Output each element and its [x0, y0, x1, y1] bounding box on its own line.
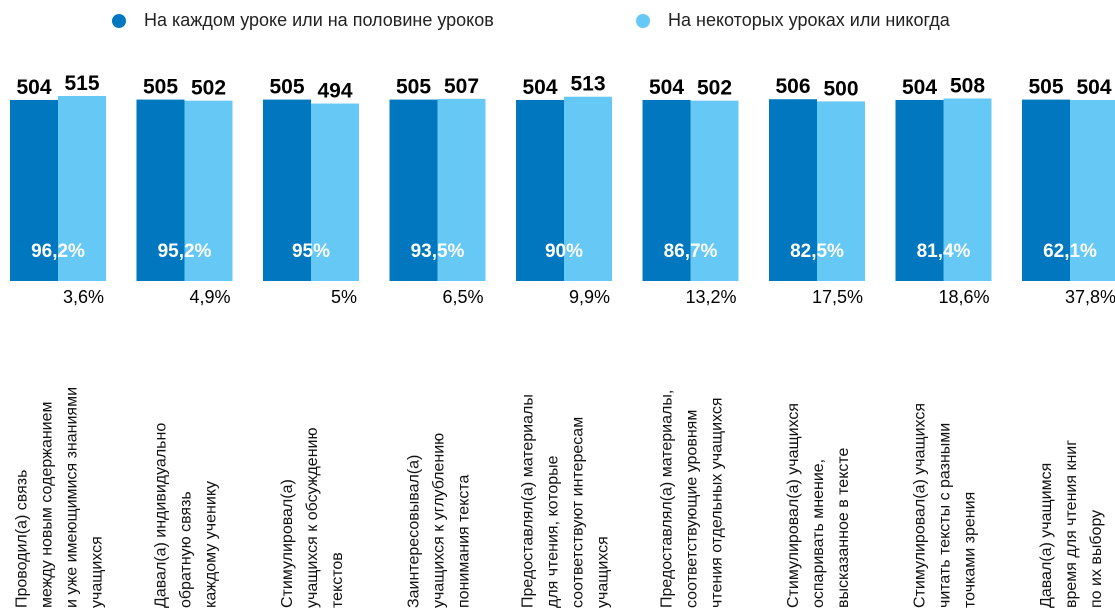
- category-label: Давал(а) учащимся время для чтения книг по…: [1038, 440, 1105, 608]
- bar-series-1: [642, 99, 691, 282]
- percent-label-series-2: 4,9%: [189, 287, 230, 307]
- data-label-series-1: 505: [269, 76, 304, 99]
- percent-label-series-1: 82,5%: [790, 241, 844, 262]
- category-label: Давал(а) индивидуально обратную связь кажд…: [153, 423, 220, 608]
- bar-series-2: [817, 101, 865, 281]
- percent-label-series-1: 62,1%: [1043, 241, 1097, 262]
- percent-label-series-2: 17,5%: [812, 287, 863, 307]
- category-label-line: Предоставлял(а) материалы,: [659, 390, 676, 608]
- category-label: Предоставлял(а) материалы, соответствующи…: [659, 390, 726, 608]
- category-label-line: Проводил(а) связь: [14, 470, 31, 608]
- percent-label-series-1: 93,5%: [411, 241, 465, 262]
- percent-label-series-2: 3,6%: [63, 287, 104, 307]
- data-label-series-2: 507: [444, 75, 479, 98]
- category-label-line: учащихся: [595, 536, 612, 608]
- category-label: Стимулировал(а) учащихся оспаривать мнени…: [785, 403, 852, 608]
- data-label-series-1: 504: [649, 76, 684, 99]
- category-label-line: обратную связь: [178, 491, 195, 608]
- category-label: Заинтересовывал(а) учащихся к углублению п…: [406, 433, 473, 608]
- category-label-line: Давал(а) учащимся: [1038, 463, 1055, 608]
- data-label-series-1: 505: [143, 76, 178, 99]
- category-label-line: Стимулировал(а): [279, 479, 296, 608]
- category-label-line: Стимулировал(а) учащихся: [912, 403, 929, 608]
- data-label-series-1: 505: [1028, 76, 1063, 99]
- category-label-line: и уже имеющимися знаниями: [64, 387, 81, 608]
- category-label-line: Давал(а) индивидуально: [153, 423, 170, 608]
- bar-series-1: [1022, 99, 1070, 282]
- category-label-line: Предоставлял(а) материалы: [520, 394, 537, 608]
- percent-label-series-1: 96,2%: [31, 241, 85, 262]
- category-label-line: текстов: [329, 552, 346, 608]
- bar-series-1: [10, 99, 58, 282]
- category-label-line: учащихся: [89, 536, 106, 608]
- data-label-series-2: 508: [950, 75, 985, 98]
- bar-series-2: [311, 103, 359, 281]
- legend: На каждом уроке или на половине уроков Н…: [0, 0, 1115, 40]
- legend-marker-series-1: [112, 14, 126, 28]
- category-label-line: по их выбору: [1088, 510, 1105, 608]
- data-label-series-1: 505: [396, 76, 431, 99]
- bar-series-2: [58, 96, 106, 281]
- bar-series-2: [1070, 99, 1115, 282]
- bar-series-2: [184, 100, 233, 281]
- percent-label-series-1: 95,2%: [158, 241, 212, 262]
- data-label-series-2: 502: [697, 77, 732, 100]
- category-label-line: точками зрения: [962, 492, 979, 608]
- bar-series-1: [389, 99, 438, 282]
- bar-series-2: [690, 100, 739, 281]
- category-label: Проводил(а) связь между новым содержанием…: [14, 387, 106, 608]
- bar-series-1: [769, 99, 817, 282]
- bar-series-1: [516, 99, 564, 282]
- category-label-line: Стимулировал(а) учащихся: [785, 403, 802, 608]
- data-label-series-2: 494: [317, 80, 352, 103]
- category-label: Стимулировал(а) учащихся к обсуждению текс…: [279, 428, 346, 608]
- category-label-line: каждому ученику: [203, 481, 220, 608]
- bar-series-1: [136, 99, 185, 282]
- category-label-line: Заинтересовывал(а): [406, 455, 423, 608]
- data-label-series-2: 515: [64, 72, 99, 95]
- legend-label-series-1: На каждом уроке или на половине уроков: [144, 10, 494, 30]
- bar-series-2: [943, 98, 992, 282]
- data-label-series-1: 504: [16, 76, 51, 99]
- category-label-line: оспаривать мнение,: [810, 459, 827, 608]
- category-label-line: между новым содержанием: [39, 401, 56, 608]
- percent-label-series-1: 95%: [292, 241, 330, 262]
- data-label-series-1: 504: [522, 76, 557, 99]
- percent-label-series-2: 6,5%: [442, 287, 483, 307]
- category-label-line: понимания текста: [456, 475, 473, 608]
- data-label-series-2: 502: [191, 77, 226, 100]
- category-label-line: время для чтения книг: [1063, 440, 1080, 608]
- category-label-line: соответствуют интересам: [570, 417, 587, 608]
- bar-series-1: [263, 99, 311, 282]
- percent-label-series-2: 18,6%: [938, 287, 989, 307]
- bar-series-1: [895, 99, 944, 282]
- data-label-series-2: 513: [570, 73, 605, 96]
- category-label-line: для чтения, которые: [545, 455, 562, 608]
- percent-label-series-2: 9,9%: [569, 287, 610, 307]
- data-label-series-1: 504: [902, 76, 937, 99]
- category-label-line: читать тексты с разными: [937, 423, 954, 608]
- legend-marker-series-2: [636, 14, 650, 28]
- data-label-series-2: 504: [1076, 76, 1111, 99]
- percent-label-series-2: 5%: [331, 287, 357, 307]
- percent-label-series-1: 90%: [545, 241, 583, 262]
- percent-label-series-1: 86,7%: [664, 241, 718, 262]
- category-label-line: чтения отдельных учащихся: [709, 397, 726, 608]
- legend-label-series-2: На некоторых уроках или никогда: [668, 10, 950, 30]
- bar-series-2: [437, 98, 486, 282]
- category-label-line: учащихся к обсуждению: [304, 428, 321, 608]
- category-label: Стимулировал(а) учащихся читать тексты с …: [912, 403, 979, 608]
- category-label-line: высказанное в тексте: [835, 447, 852, 608]
- bar-series-2: [564, 96, 612, 281]
- category-label-line: учащихся к углублению: [431, 433, 448, 608]
- category-label-line: соответствующие уровням: [684, 410, 701, 608]
- data-label-series-2: 500: [823, 77, 858, 100]
- data-label-series-1: 506: [775, 75, 810, 98]
- percent-label-series-2: 13,2%: [685, 287, 736, 307]
- category-label: Предоставлял(а) материалы для чтения, кот…: [520, 394, 612, 608]
- percent-label-series-2: 37,8%: [1065, 287, 1115, 307]
- percent-label-series-1: 81,4%: [917, 241, 971, 262]
